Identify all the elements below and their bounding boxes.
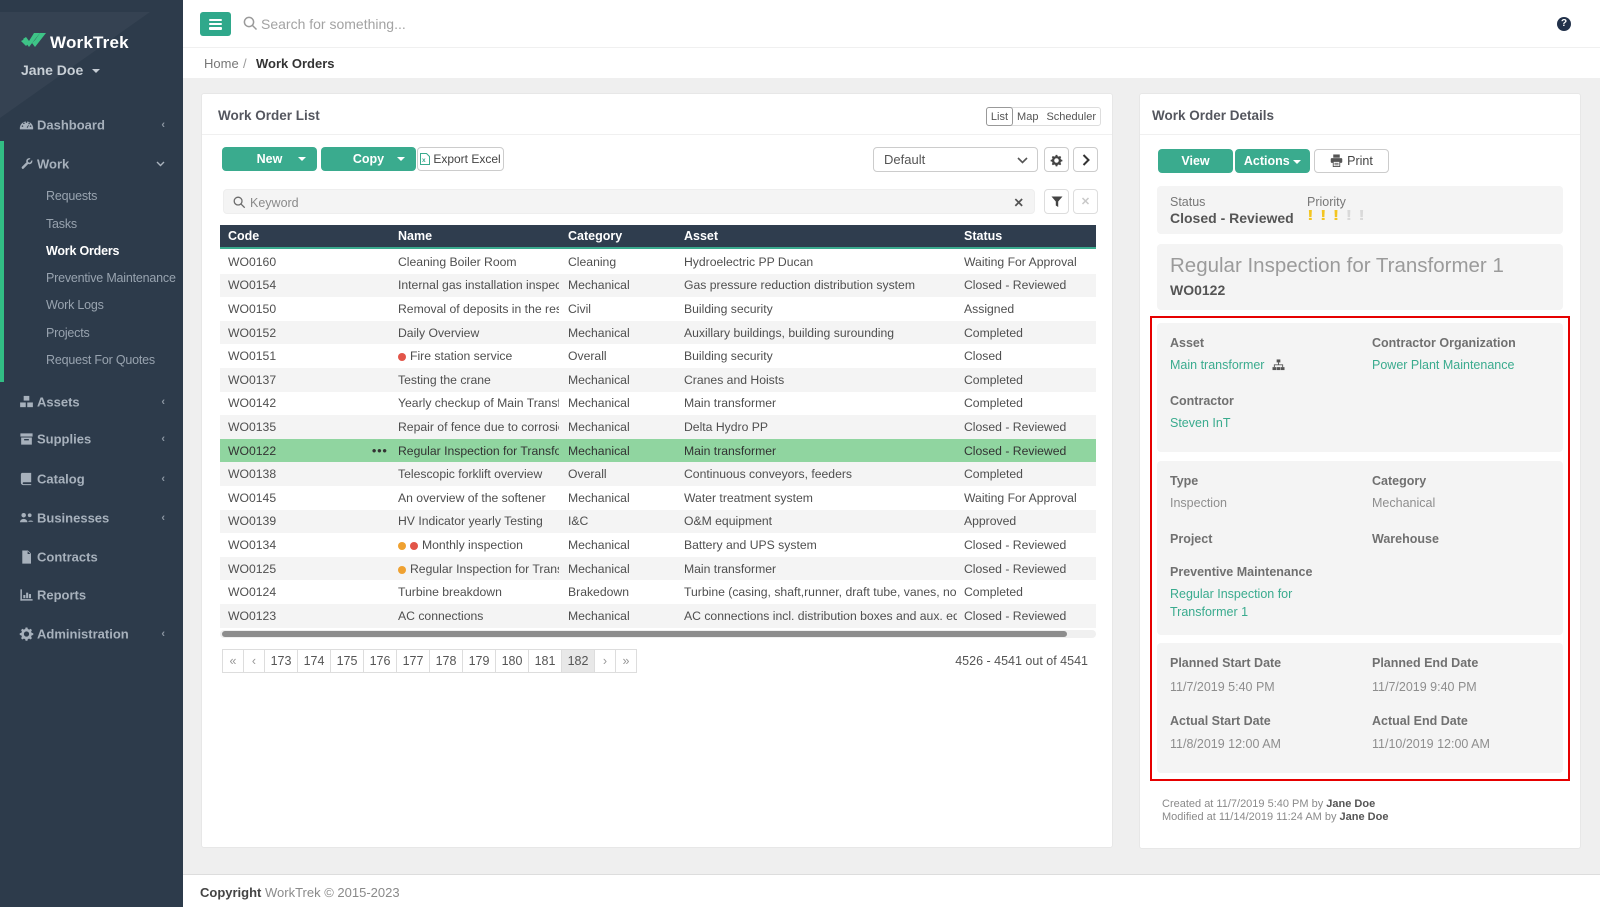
- svg-text:x: x: [422, 157, 426, 164]
